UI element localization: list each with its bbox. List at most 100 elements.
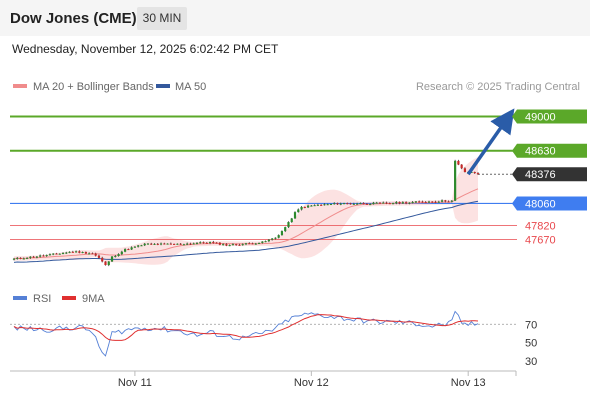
candle (156, 243, 159, 246)
candle (16, 257, 19, 260)
candle (369, 203, 372, 206)
candle (378, 202, 382, 204)
candle (290, 217, 293, 223)
candle (359, 202, 362, 205)
candle (460, 164, 463, 170)
level-tag-48376 (512, 167, 587, 182)
candle (150, 242, 153, 245)
candle (61, 252, 65, 255)
candle (176, 243, 179, 245)
candle (65, 251, 68, 254)
candle (333, 202, 336, 205)
candle (218, 242, 221, 246)
candle (48, 253, 52, 256)
ma20-line (13, 188, 479, 260)
candle (346, 202, 349, 205)
candle (372, 201, 375, 205)
header-bar: Dow Jones (CME) 30 MIN (0, 0, 590, 36)
level-tag-48060 (512, 196, 587, 211)
candle (195, 241, 199, 245)
ma50-legend-swatch (156, 84, 170, 88)
candle (261, 241, 264, 244)
rsi-tick-label: 70 (525, 319, 537, 331)
candle (251, 242, 254, 245)
candle (140, 244, 143, 247)
candle (137, 244, 140, 248)
x-tick-label: Nov 11 (118, 377, 152, 389)
level-tag-49000 (512, 109, 587, 124)
candles (12, 159, 480, 267)
candle (306, 204, 310, 209)
candle (405, 201, 408, 205)
candle (323, 203, 326, 206)
timeframe-badge[interactable]: 30 MIN (137, 7, 187, 30)
candle (310, 205, 313, 207)
level-label-48630: 48630 (525, 146, 556, 158)
candle (293, 211, 297, 219)
candle (127, 248, 130, 251)
level-label-47670: 47670 (525, 235, 556, 247)
bollinger-fill (14, 157, 478, 265)
candle (12, 257, 16, 261)
candle (81, 251, 84, 254)
candle (101, 256, 104, 263)
candle (277, 234, 280, 239)
date-line: Wednesday, November 12, 2025 6:02:42 PM … (12, 42, 279, 56)
level-label-48376: 48376 (525, 169, 556, 181)
candle (189, 242, 192, 245)
candle (385, 201, 388, 205)
candle (97, 254, 101, 259)
candle (205, 242, 208, 244)
projection-arrow (466, 108, 515, 176)
candle (179, 243, 182, 245)
candle (166, 243, 169, 245)
candle (300, 206, 303, 211)
candle (78, 250, 81, 254)
ma20-legend-swatch (13, 84, 27, 88)
candle (45, 254, 48, 257)
candle (182, 243, 186, 246)
candle (238, 243, 241, 246)
candle (280, 230, 284, 236)
price-levels (10, 115, 517, 240)
rsi-tick-label: 30 (525, 356, 537, 368)
candle (42, 254, 45, 257)
rsi-tick-label: 50 (525, 338, 537, 350)
candle (94, 252, 97, 257)
level-labels: 49000 48630 48376 48060 47820 47670 (512, 109, 587, 247)
candle (463, 167, 467, 173)
ma20-legend-label: MA 20 + Bollinger Bands (33, 81, 154, 93)
candle (398, 201, 401, 205)
rsi-panel: 70 50 30 (10, 310, 537, 368)
candle (434, 200, 437, 204)
x-tick-label: Nov 13 (451, 377, 486, 389)
candle (117, 253, 120, 257)
candle (52, 253, 55, 256)
candle (91, 252, 94, 255)
candle (74, 250, 78, 253)
candle (418, 200, 421, 203)
candle (244, 242, 248, 246)
candle (146, 242, 150, 245)
candle (440, 199, 444, 203)
candle (427, 200, 431, 203)
candle (365, 203, 369, 205)
candle (336, 202, 339, 205)
candle (284, 226, 287, 233)
candle (437, 200, 440, 203)
candle (248, 242, 251, 245)
candle (375, 201, 378, 204)
candle (235, 243, 238, 246)
candle (414, 201, 418, 203)
candle (35, 255, 38, 259)
candle (212, 240, 215, 244)
candle (297, 208, 300, 213)
candle (287, 221, 290, 229)
candle (349, 202, 352, 205)
candle (84, 251, 87, 254)
candle (450, 200, 453, 203)
rsi-line (13, 310, 479, 357)
candle (169, 242, 172, 245)
